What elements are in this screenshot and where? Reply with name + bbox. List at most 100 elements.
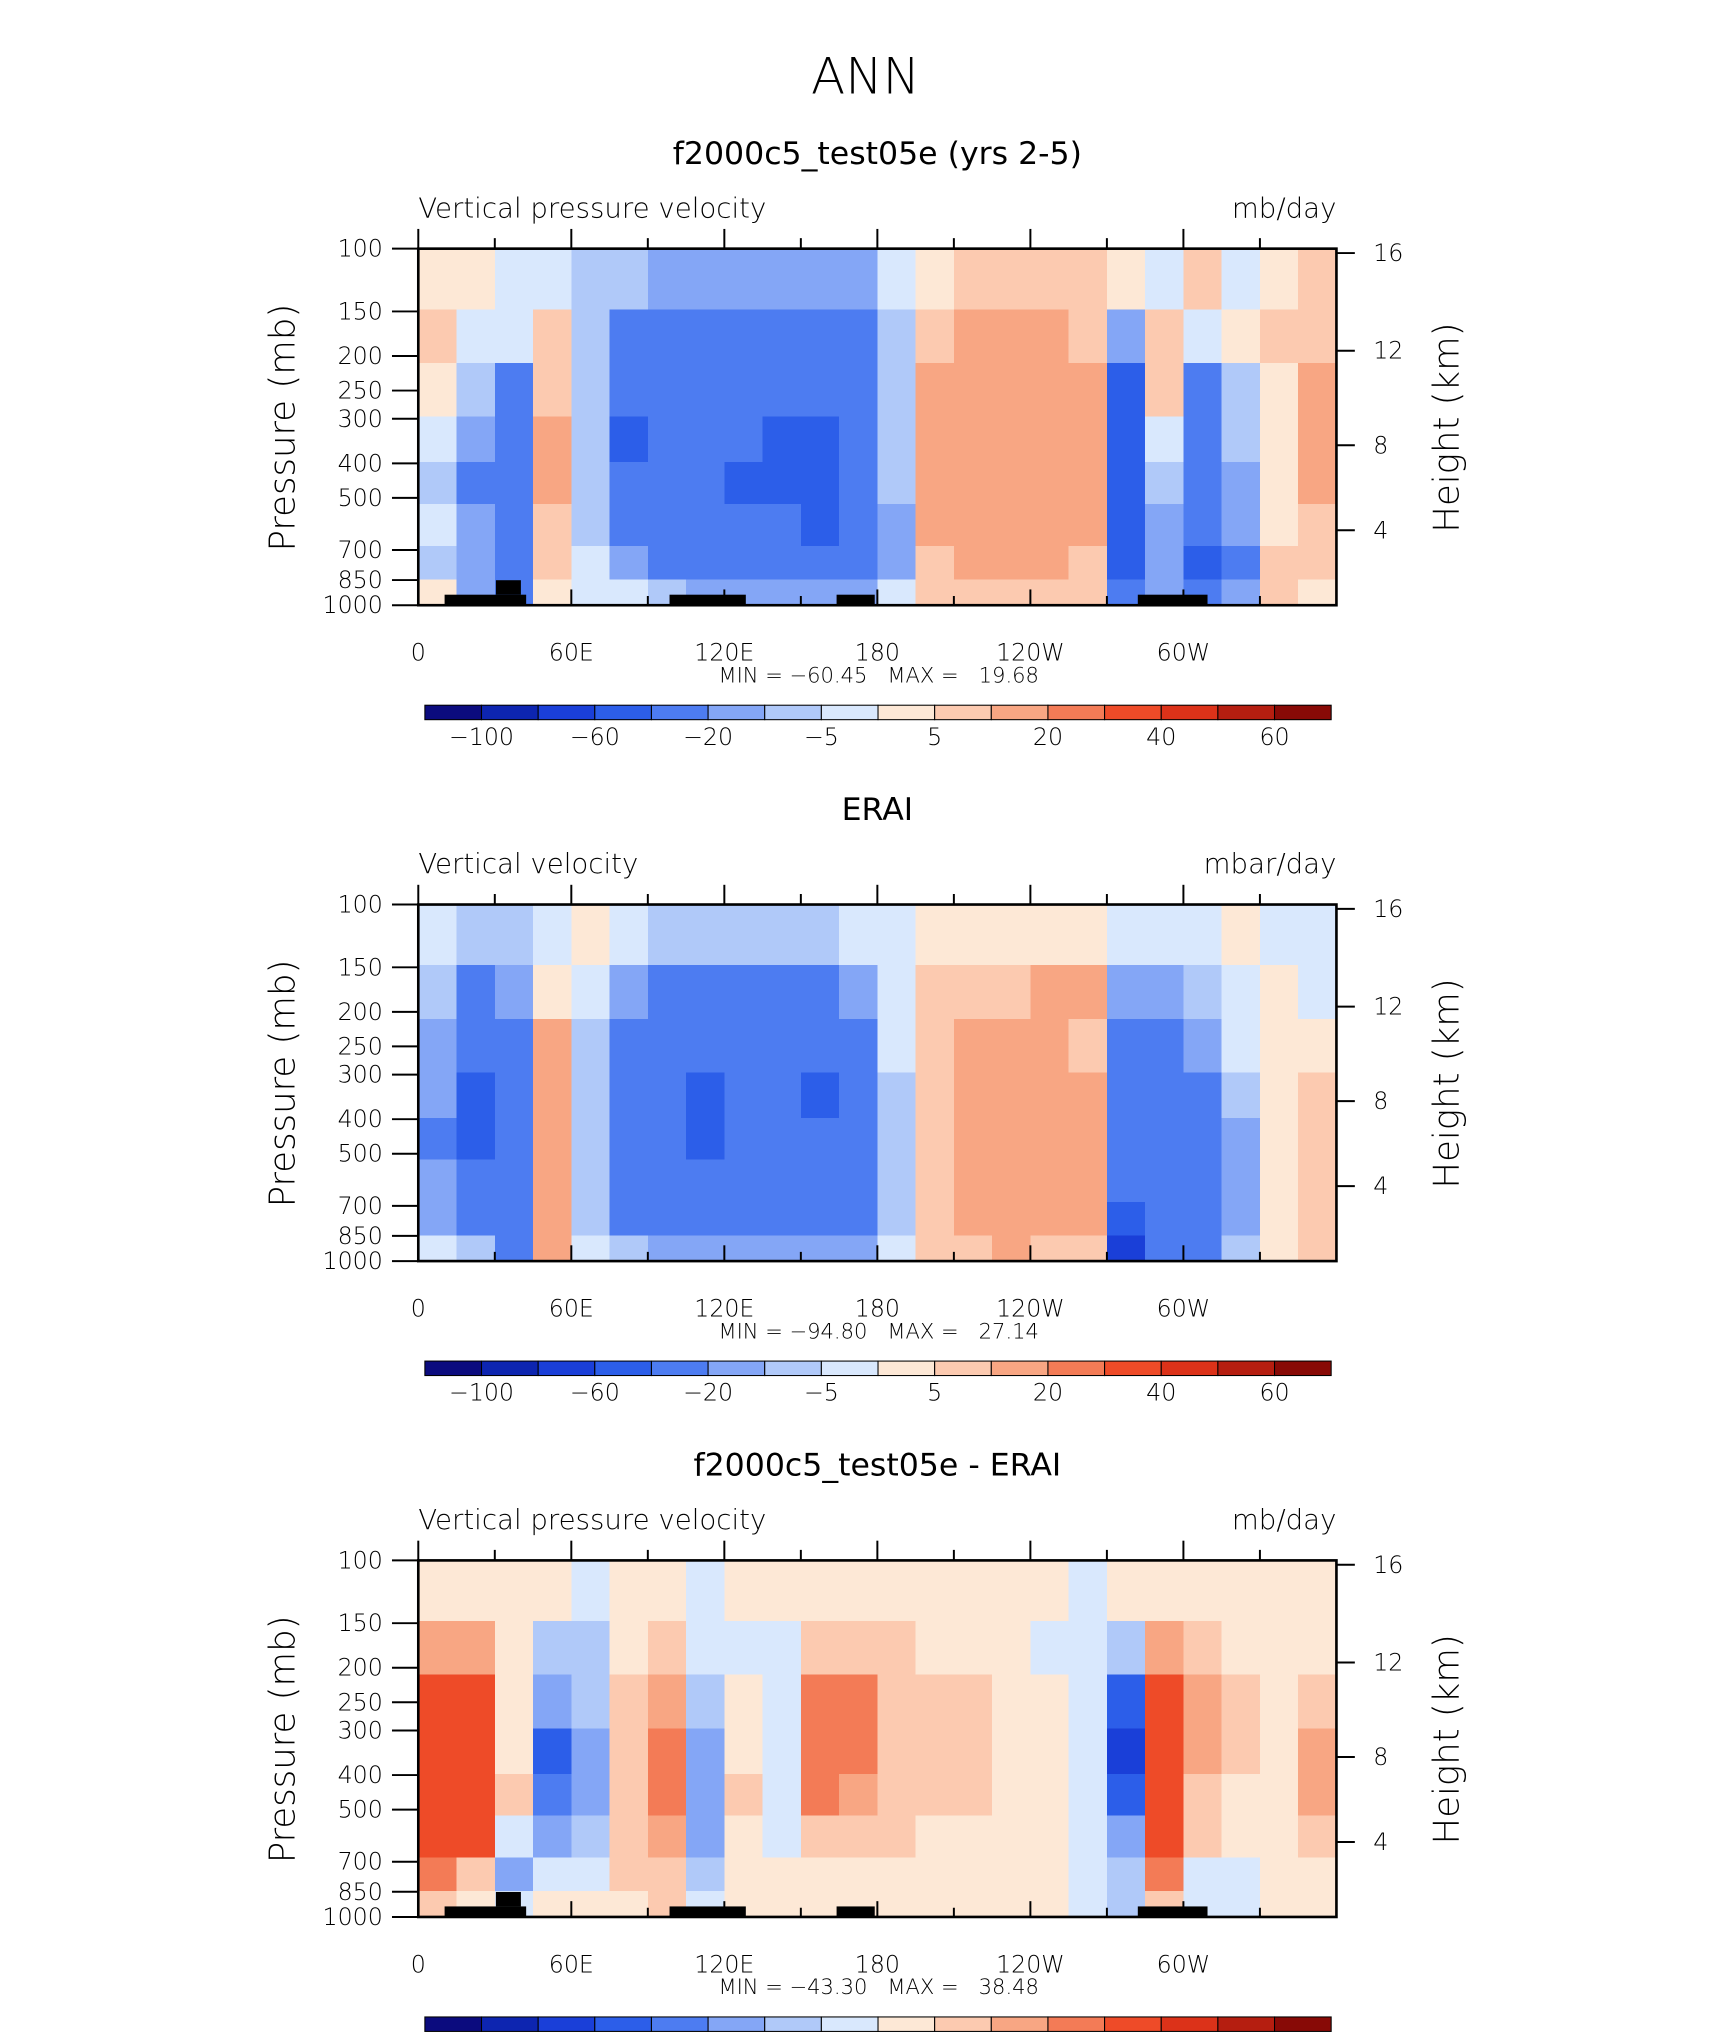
contour-cell [609,503,649,547]
contour-cell [456,1773,496,1817]
contour-cell [1068,1159,1108,1203]
contour-cell [1030,1815,1070,1859]
contour-cell [686,545,725,581]
contour-cell [762,965,802,1020]
colorbar-box [877,704,936,721]
colorbar-box [877,1360,936,1377]
contour-cell [762,1674,802,1730]
contour-cell [418,904,458,966]
contour-cell [762,1857,802,1892]
contour-cell [839,545,879,581]
contour-cell [724,1159,764,1203]
contour-cell [915,904,955,966]
colorbar-box [537,2016,596,2032]
x-tick-label: 180 [855,639,900,667]
contour-cell [533,1674,572,1730]
x-tick-label: 180 [855,1294,900,1322]
contour-cell [762,1159,802,1203]
contour-cell [953,503,993,547]
contour-cell [953,1117,993,1161]
contour-cell [609,1201,649,1236]
contour-cell [915,1857,955,1892]
colorbar-label: −15 [683,2035,733,2038]
contour-cell [456,1018,496,1074]
y-tick-label: 100 [338,891,383,919]
contour-cell [724,248,764,310]
contour-cell [915,1815,955,1859]
contour-cell [839,1621,879,1676]
contour-cell [1259,362,1299,418]
colorbar-label: 30 [1146,2035,1176,2038]
y-tick-label: 200 [338,998,383,1026]
contour-cell [418,362,458,418]
contour-cell [1221,545,1261,581]
contour-cell [533,1159,572,1203]
y-tick-label: 500 [338,484,383,512]
y2-tick-label: 16 [1373,895,1403,923]
contour-cell [1221,248,1261,310]
contour-cell [915,1201,955,1236]
contour-cell [724,416,764,463]
contour-cell [724,1773,764,1817]
contour-cell [456,248,496,310]
contour-cell [1298,1728,1338,1775]
y-tick-label: 700 [338,1848,383,1876]
contour-cell [1183,1560,1223,1622]
colorbar-label: −60 [570,1379,620,1407]
contour-cell [533,1728,572,1775]
contour-cell [762,1815,802,1859]
contour-cell [1183,462,1223,505]
contour-cell [1298,503,1338,547]
contour-cell [1298,1201,1338,1236]
x-tick-label: 120E [694,639,754,667]
colorbar-box [594,2016,652,2032]
contour-cell [686,1117,725,1161]
contour-cell [1030,1235,1070,1262]
contour-cell [762,1621,802,1676]
contour-cell [953,1201,993,1236]
contour-cell [418,462,458,505]
contour-cell [494,1773,534,1817]
contour-cell [1068,309,1108,364]
contour-cell [1221,309,1261,364]
contour-cell [1030,248,1070,310]
contour-cell [647,248,687,310]
contour-cell [1298,1072,1338,1119]
colorbar-box [990,2016,1049,2032]
contour-cell [992,1857,1032,1892]
contour-cell [1068,579,1108,606]
contour-cell [800,309,840,364]
contour-cell [1259,1728,1299,1775]
contour-cell [1145,462,1185,505]
contour-cell [800,1159,840,1203]
contour-cell [533,1201,572,1236]
contour-cell [686,1235,725,1262]
contour-cell [800,503,840,547]
contour-cell [1030,503,1070,547]
contour-cell [1030,309,1070,364]
contour-cell [1298,1621,1338,1676]
contour-cell [1145,1728,1185,1775]
contour-cell [571,904,611,966]
contour-cell [533,965,572,1020]
contour-cell [571,1674,611,1730]
contour-cell [762,503,802,547]
contour-cell [1183,545,1223,581]
contour-cell [418,1621,458,1676]
contour-cell [1030,1018,1070,1074]
right-label: mbar/day [1204,847,1337,880]
colorbar-label: −100 [449,1379,514,1407]
contour-cell [915,1018,955,1074]
contour-cell [609,1815,649,1859]
colorbar-box [990,1360,1049,1377]
contour-cell [1106,1018,1146,1074]
colorbar-box [764,704,822,721]
colorbar-box [480,2016,539,2032]
contour-cell [877,1728,917,1775]
contour-cell [609,1072,649,1119]
contour-cell [533,1018,572,1074]
contour-cell [877,362,917,418]
contour-cell [1221,362,1261,418]
contour-cell [953,1674,993,1730]
colorbar-box [820,2016,879,2032]
